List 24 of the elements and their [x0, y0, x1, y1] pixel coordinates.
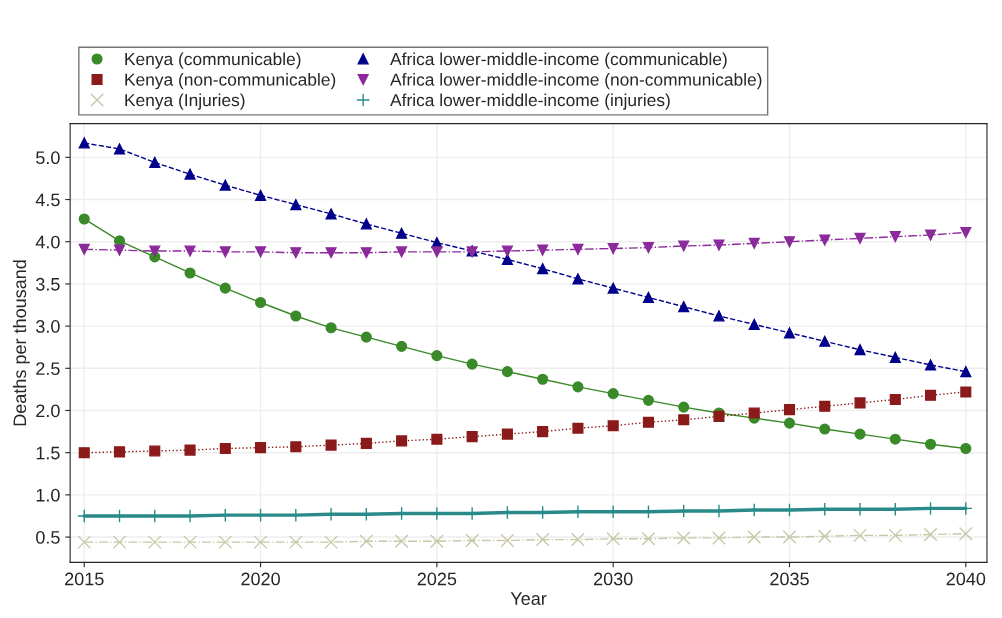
y-tick-label: 3.5: [36, 277, 60, 291]
y-tick-label: 2.0: [36, 404, 60, 418]
legend-label: Kenya (communicable): [125, 52, 301, 69]
x-tick-label: 2020: [241, 572, 280, 586]
y-axis-title: Deaths per thousand: [12, 260, 30, 426]
x-tick-label: 2035: [770, 572, 809, 586]
legend-label: Kenya (non-communicable): [125, 73, 336, 90]
x-tick-label: 2025: [417, 572, 457, 586]
y-tick-label: 1.0: [36, 488, 60, 502]
y-tick-label: 3.0: [36, 320, 60, 333]
y-tick-label: 0.5: [36, 531, 60, 544]
y-tick-label: 1.5: [36, 446, 60, 460]
legend-label: Africa lower-middle-income (non-communicable): [390, 73, 762, 90]
x-axis-title: Year: [510, 592, 547, 605]
x-tick-label: 2030: [594, 572, 633, 586]
x-tick-label: 2040: [946, 572, 986, 586]
y-tick-label: 4.0: [35, 235, 60, 249]
y-tick-label: 5.0: [36, 151, 60, 165]
y-tick-label: 4.5: [35, 193, 60, 207]
x-tick-label: 2015: [65, 572, 104, 586]
legend-label: Africa lower-middle-income (injuries): [390, 93, 670, 110]
legend-label: Kenya (Injuries): [125, 93, 245, 110]
y-tick-label: 2.5: [36, 362, 60, 376]
legend-label: Africa lower-middle-income (communicable): [390, 52, 727, 69]
